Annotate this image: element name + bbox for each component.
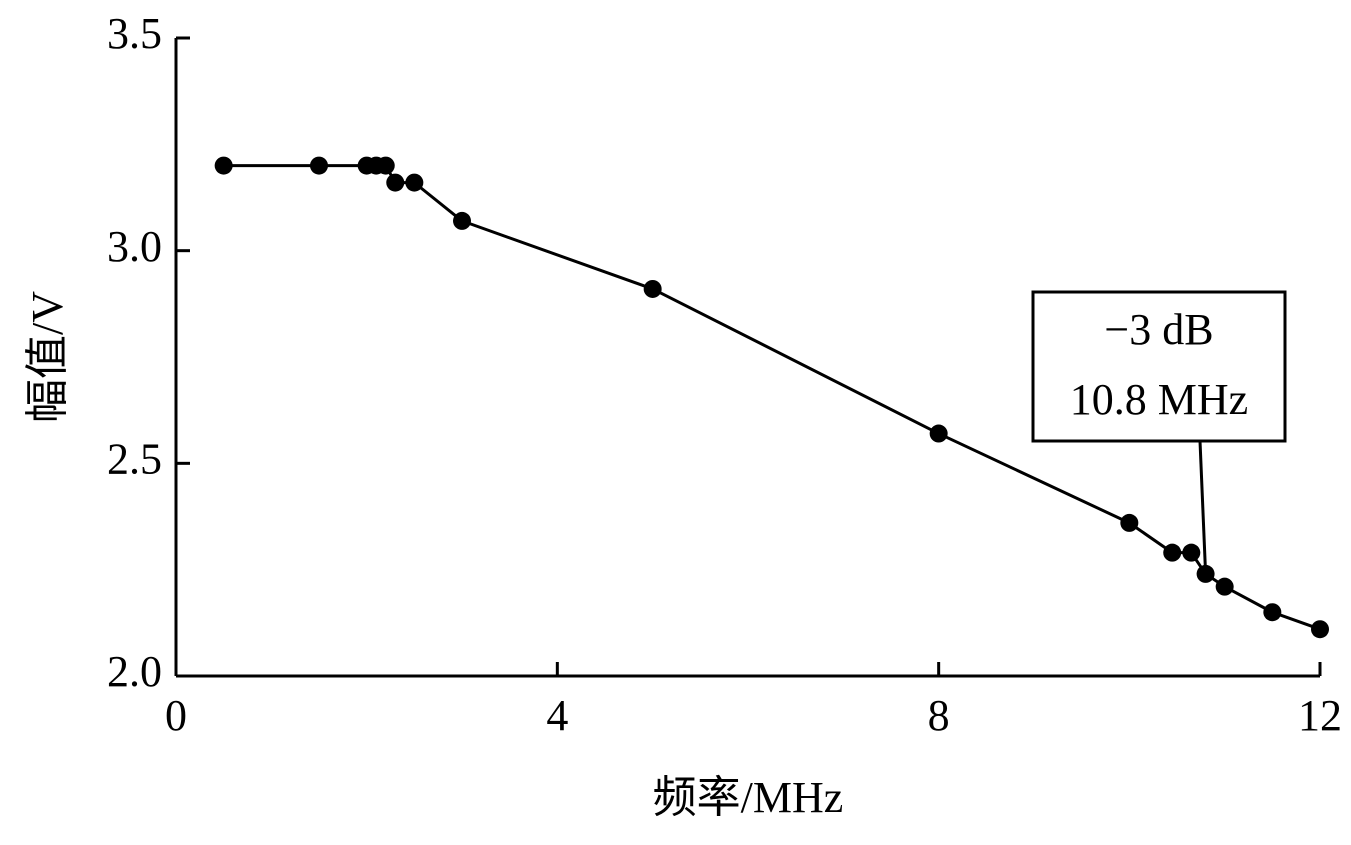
point [643, 279, 662, 298]
annotation-text: 10.8 MHz [1070, 375, 1248, 424]
x-tick-label: 12 [1298, 691, 1342, 740]
point [929, 424, 948, 443]
point [1215, 577, 1234, 596]
x-tick-label: 4 [546, 691, 568, 740]
annotation-leader [1198, 440, 1208, 574]
y-tick-label: 3.0 [107, 222, 162, 271]
y-axis-title: 幅值/V [23, 291, 72, 423]
point [1163, 543, 1182, 562]
x-tick-label: 0 [165, 691, 187, 740]
point [310, 156, 328, 175]
x-axis-title: 频率/MHz [653, 773, 844, 822]
point [376, 156, 395, 175]
point [1263, 603, 1282, 622]
point [1182, 543, 1201, 562]
x-tick-label: 8 [928, 691, 950, 740]
annotation-box [1031, 290, 1287, 443]
point [386, 173, 405, 192]
y-tick-label: 2.0 [107, 647, 162, 696]
point [1311, 620, 1329, 639]
point [453, 211, 471, 230]
point [1120, 513, 1139, 532]
point [214, 156, 233, 175]
point [405, 173, 424, 192]
y-tick-label: 2.5 [107, 434, 162, 483]
y-tick-label: 3.5 [107, 9, 162, 58]
annotation-text: −3 dB [1104, 305, 1213, 354]
